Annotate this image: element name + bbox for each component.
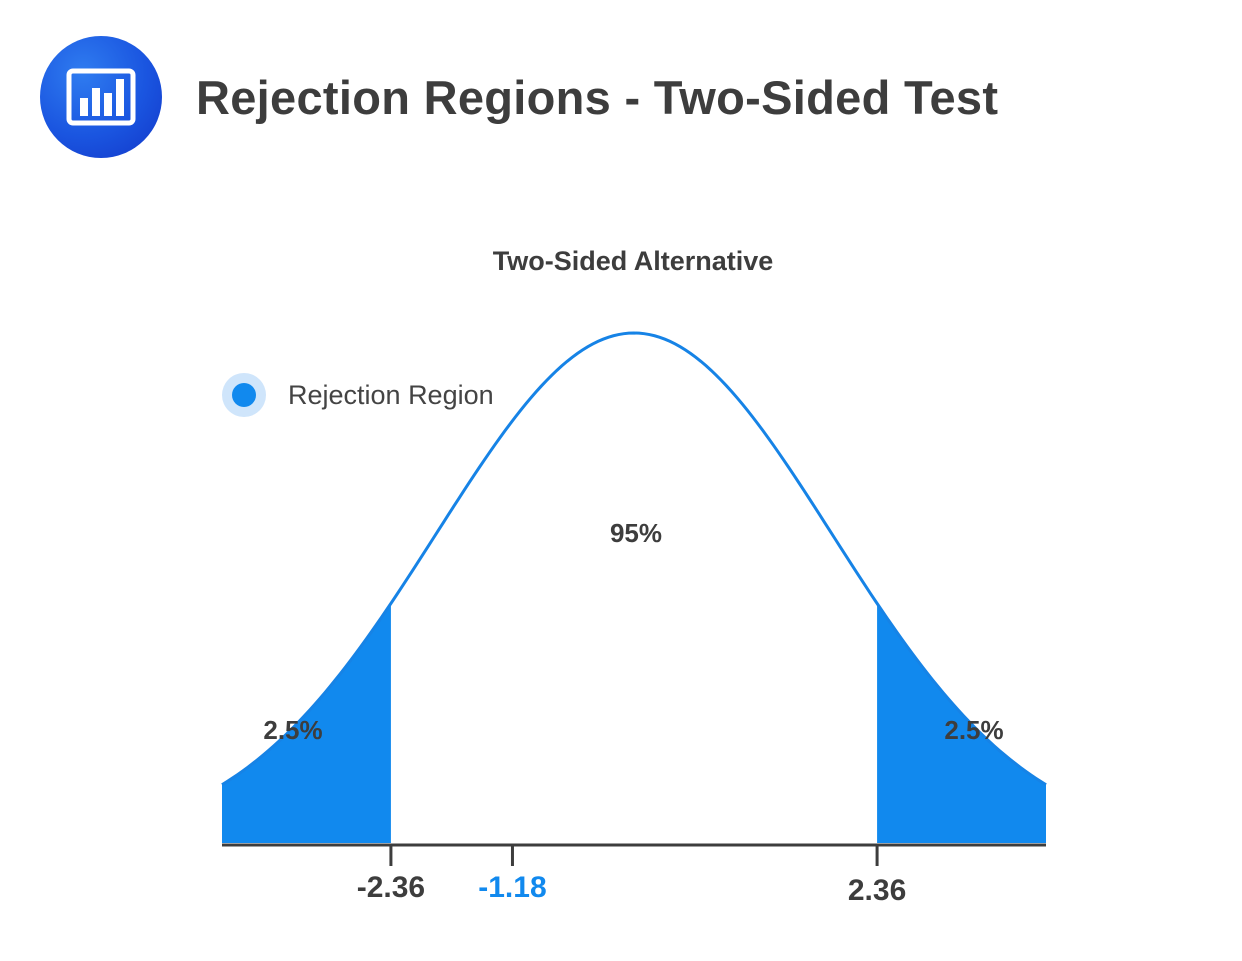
page-title: Rejection Regions - Two-Sided Test — [196, 71, 999, 124]
legend-label: Rejection Region — [288, 380, 494, 410]
bar-chart-icon — [40, 36, 162, 158]
distribution-curve — [221, 331, 1047, 787]
region-label-left: 2.5% — [263, 715, 322, 745]
x-tick-label: -1.18 — [478, 871, 546, 904]
region-label-right: 2.5% — [944, 715, 1003, 745]
region-label-center: 95% — [610, 518, 662, 548]
x-tick-label: 2.36 — [848, 874, 906, 907]
x-tick-label: -2.36 — [357, 871, 425, 904]
legend-marker — [232, 383, 256, 407]
chart-title: Two-Sided Alternative — [493, 246, 774, 276]
